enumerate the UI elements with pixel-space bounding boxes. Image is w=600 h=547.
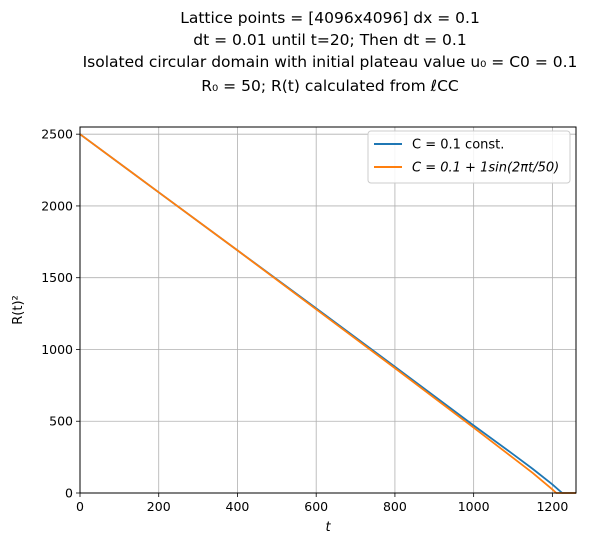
title-line-2: dt = 0.01 until t=20; Then dt = 0.1 xyxy=(193,31,467,49)
series-lines xyxy=(79,133,576,494)
x-tick-label: 800 xyxy=(383,499,407,514)
title-line-4: R₀ = 50; R(t) calculated from ℓCC xyxy=(201,77,459,95)
legend: C = 0.1 const. C = 0.1 + 1sin(2πt/50) xyxy=(367,130,571,184)
x-tick-label: 0 xyxy=(76,499,84,514)
y-axis-label: R(t)² xyxy=(11,295,26,325)
x-tick-label: 600 xyxy=(304,499,328,514)
x-tick-label: 1200 xyxy=(536,499,568,514)
y-tick-label: 0 xyxy=(65,486,73,501)
x-tick-label: 200 xyxy=(147,499,171,514)
y-tick-label: 2000 xyxy=(41,198,73,213)
x-axis-label: t xyxy=(325,520,331,535)
plot-frame xyxy=(79,126,577,494)
x-tick-label: 1000 xyxy=(458,499,490,514)
legend-box xyxy=(367,130,571,184)
y-tick-label: 500 xyxy=(49,414,73,429)
y-tick-label: 1000 xyxy=(41,342,73,357)
title-line-1: Lattice points = [4096x4096] dx = 0.1 xyxy=(180,9,480,27)
legend-label-sin: C = 0.1 + 1sin(2πt/50) xyxy=(412,161,559,176)
series-line-1 xyxy=(79,133,576,494)
ticks: 0 200 400 600 800 1000 1200 0 500 1000 1500 2000 250… xyxy=(41,127,568,514)
x-tick-label: 400 xyxy=(226,499,250,514)
y-tick-label: 1500 xyxy=(41,270,73,285)
title-line-3: Isolated circular domain with initial pl… xyxy=(82,53,578,71)
legend-label-const: C = 0.1 const. xyxy=(412,138,504,153)
y-tick-label: 2500 xyxy=(41,127,73,142)
